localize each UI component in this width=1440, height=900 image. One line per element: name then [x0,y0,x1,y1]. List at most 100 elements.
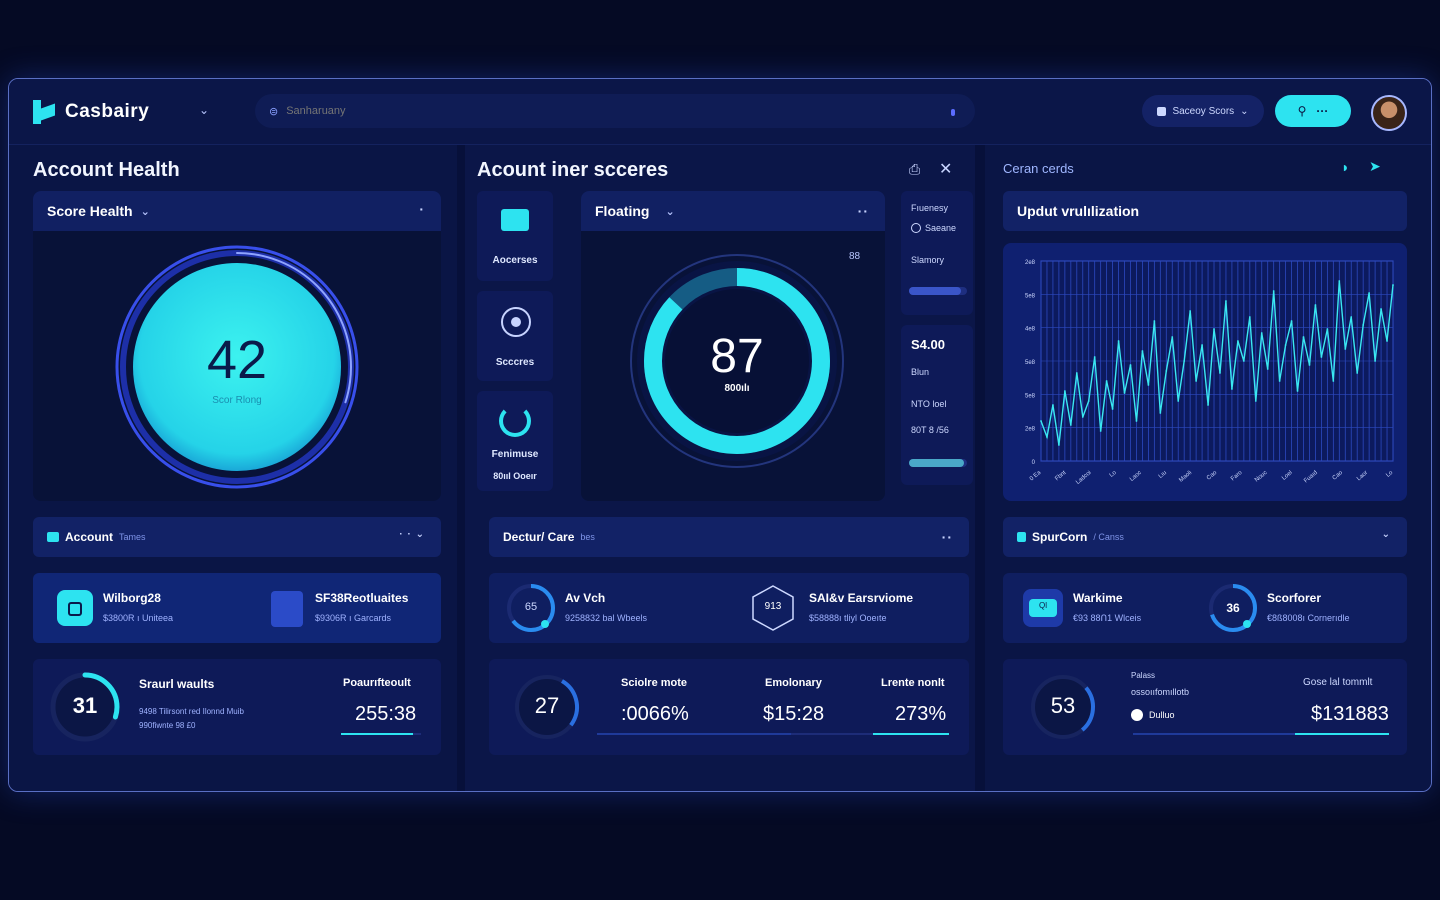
care-tile[interactable]: 65 Av Vch 9258832 bal Wbeels 913 SAI&v E… [489,573,969,643]
data-point [1338,280,1341,282]
data-point [1326,328,1329,330]
data-point [1213,328,1215,330]
card-header[interactable]: Updut vrulılization [1003,191,1407,231]
data-point [1350,316,1353,318]
wallet-value: Ql [1039,601,1047,610]
line-chart: 0 2e8 5e8 5e8 4e8 5e8 2e8 0 Ea Fbnt Ladcoi Lo Laoc L… [1025,260,1395,486]
progress-ring [515,675,579,739]
chevron-down-icon[interactable]: ⌄ [1381,529,1391,540]
more-icon[interactable]: · [419,201,425,217]
score-gauge [115,245,359,489]
data-point [1135,420,1138,422]
data-point [1165,370,1168,372]
x-tick-label: Fbnt [1054,470,1067,483]
print-icon[interactable]: ⎙ [909,161,921,177]
cards-panel: Ceran cerds ◗ ➤ Updut vrulılization 0 2e8… [985,145,1431,791]
stat-desc: 990fiwnte 98 £0 [139,721,196,730]
prev-icon[interactable]: ◗ [1341,159,1350,175]
panel-title: Account Health [33,159,180,181]
data-point [1147,384,1150,386]
side-button-access[interactable]: Aocerses [477,191,553,281]
stat-progress-highlight [1295,733,1389,735]
mini-label: Slamory [911,255,945,265]
data-point [1314,304,1317,306]
stat-progress [1133,733,1389,735]
account-icon [47,532,59,542]
data-point [1290,320,1293,322]
next-icon[interactable]: ➤ [1369,158,1381,174]
data-point [1177,400,1180,402]
stat-progress [341,733,421,735]
logo-icon [33,100,55,124]
lock-icon [57,590,93,626]
account-strip[interactable]: Account Tames · · ⌄ [33,517,441,557]
card-title: Updut vrulılization [1017,203,1140,219]
more-icon[interactable]: ·· [857,203,869,219]
mini-label: 80T 8 /56 [911,425,949,435]
card-header[interactable]: Floating ⌄ ·· [581,191,885,231]
app-window: Casbairy ⌄ ⊜ Saceoy Scors ⌄ ⚲ ··· Accoun… [8,78,1432,792]
data-point [1392,284,1394,286]
data-point [1368,292,1371,294]
account-health-panel: Account Health Score Health ⌄ · [9,145,457,791]
data-point [1278,380,1281,382]
search-action-button[interactable]: ⚲ ··· [1275,95,1351,127]
ring-value: 65 [524,601,538,613]
stat-value: $131883 [1311,703,1389,725]
x-tick-label: Cao [1206,470,1219,482]
stat-progress [597,733,949,735]
data-point [1141,350,1144,352]
document-icon [271,591,303,627]
x-tick-label: Faro [1230,470,1244,483]
close-icon[interactable]: ✕ [939,161,953,178]
summary-card: S4.00 Blun NTO loel 80T 8 /56 [901,325,973,485]
logo[interactable]: Casbairy [33,100,149,124]
panel-title: Ceran cerds [1003,161,1074,176]
side-button-scores[interactable]: Scccres [477,291,553,381]
radio-icon[interactable] [911,223,921,233]
tile-label: SF38Reotluaites [315,591,409,605]
strip-title: SpurCorn [1032,530,1088,544]
chevron-down-icon[interactable]: ⌄ [199,103,210,117]
card-title: Score Health [47,203,133,219]
sparcorn-strip[interactable]: SpurCorn / Canss ⌄ [1003,517,1407,557]
more-icon[interactable]: ·· [941,529,953,545]
strip-title: Dectur/ Care [503,530,575,544]
radio-icon[interactable] [1131,709,1143,721]
floating-score-card: Floating ⌄ ·· 88 87 800ılı [581,191,885,501]
side-button-label: 80ııl Ooeır [493,471,537,481]
more-icon[interactable]: · · ⌄ [399,529,425,540]
score-side-value: 88 [849,251,861,262]
stat-desc: 9498 Tilirsont red Ilonnd Muib [139,707,244,716]
avatar[interactable] [1371,95,1407,131]
hexagon-value: 913 [764,601,782,612]
data-point [1332,380,1335,382]
data-point [1231,388,1233,390]
tile-sub: €8ß8008ı Cornerıdle [1267,613,1350,623]
data-point [1117,340,1120,342]
data-point [1344,348,1347,350]
score-select[interactable]: Saceoy Scors ⌄ [1142,95,1264,127]
sparcorn-tile[interactable]: Ql Warkime €93 88Ո1 Wlceis 36 Scorforer … [1003,573,1407,643]
account-tile[interactable]: Wilborg28 $3800R ı Uniteea SF38Reotluait… [33,573,441,643]
x-tick-label: Laor [1356,470,1369,482]
data-point [1386,340,1388,342]
score-gauge [630,254,844,468]
search-icon: ⚲ [1297,104,1307,118]
card-header[interactable]: Score Health ⌄ · [33,191,441,231]
progress-ring [1031,675,1095,739]
more-icon: ··· [1316,104,1329,118]
search-input[interactable] [286,105,927,117]
data-point [1374,360,1377,362]
frequency-card[interactable]: Fıuenesy Saeane Slamory [901,191,973,315]
ring-value: 31 [72,693,98,718]
account-scores-panel: Acount iner scceres ⎙ ✕ Aocerses Scccres… [465,145,975,791]
stat-col-head: Gose lal tommlt [1303,677,1373,688]
data-point [1111,408,1114,410]
search-bar[interactable]: ⊜ [255,94,975,128]
data-point [1123,392,1126,394]
side-button-refresh[interactable]: Fenimuse 80ııl Ooeır [477,391,553,491]
data-point [1272,290,1275,292]
doctor-care-strip[interactable]: Dectur/ Care bes ·· [489,517,969,557]
y-tick-label: 5e8 [1025,293,1036,299]
